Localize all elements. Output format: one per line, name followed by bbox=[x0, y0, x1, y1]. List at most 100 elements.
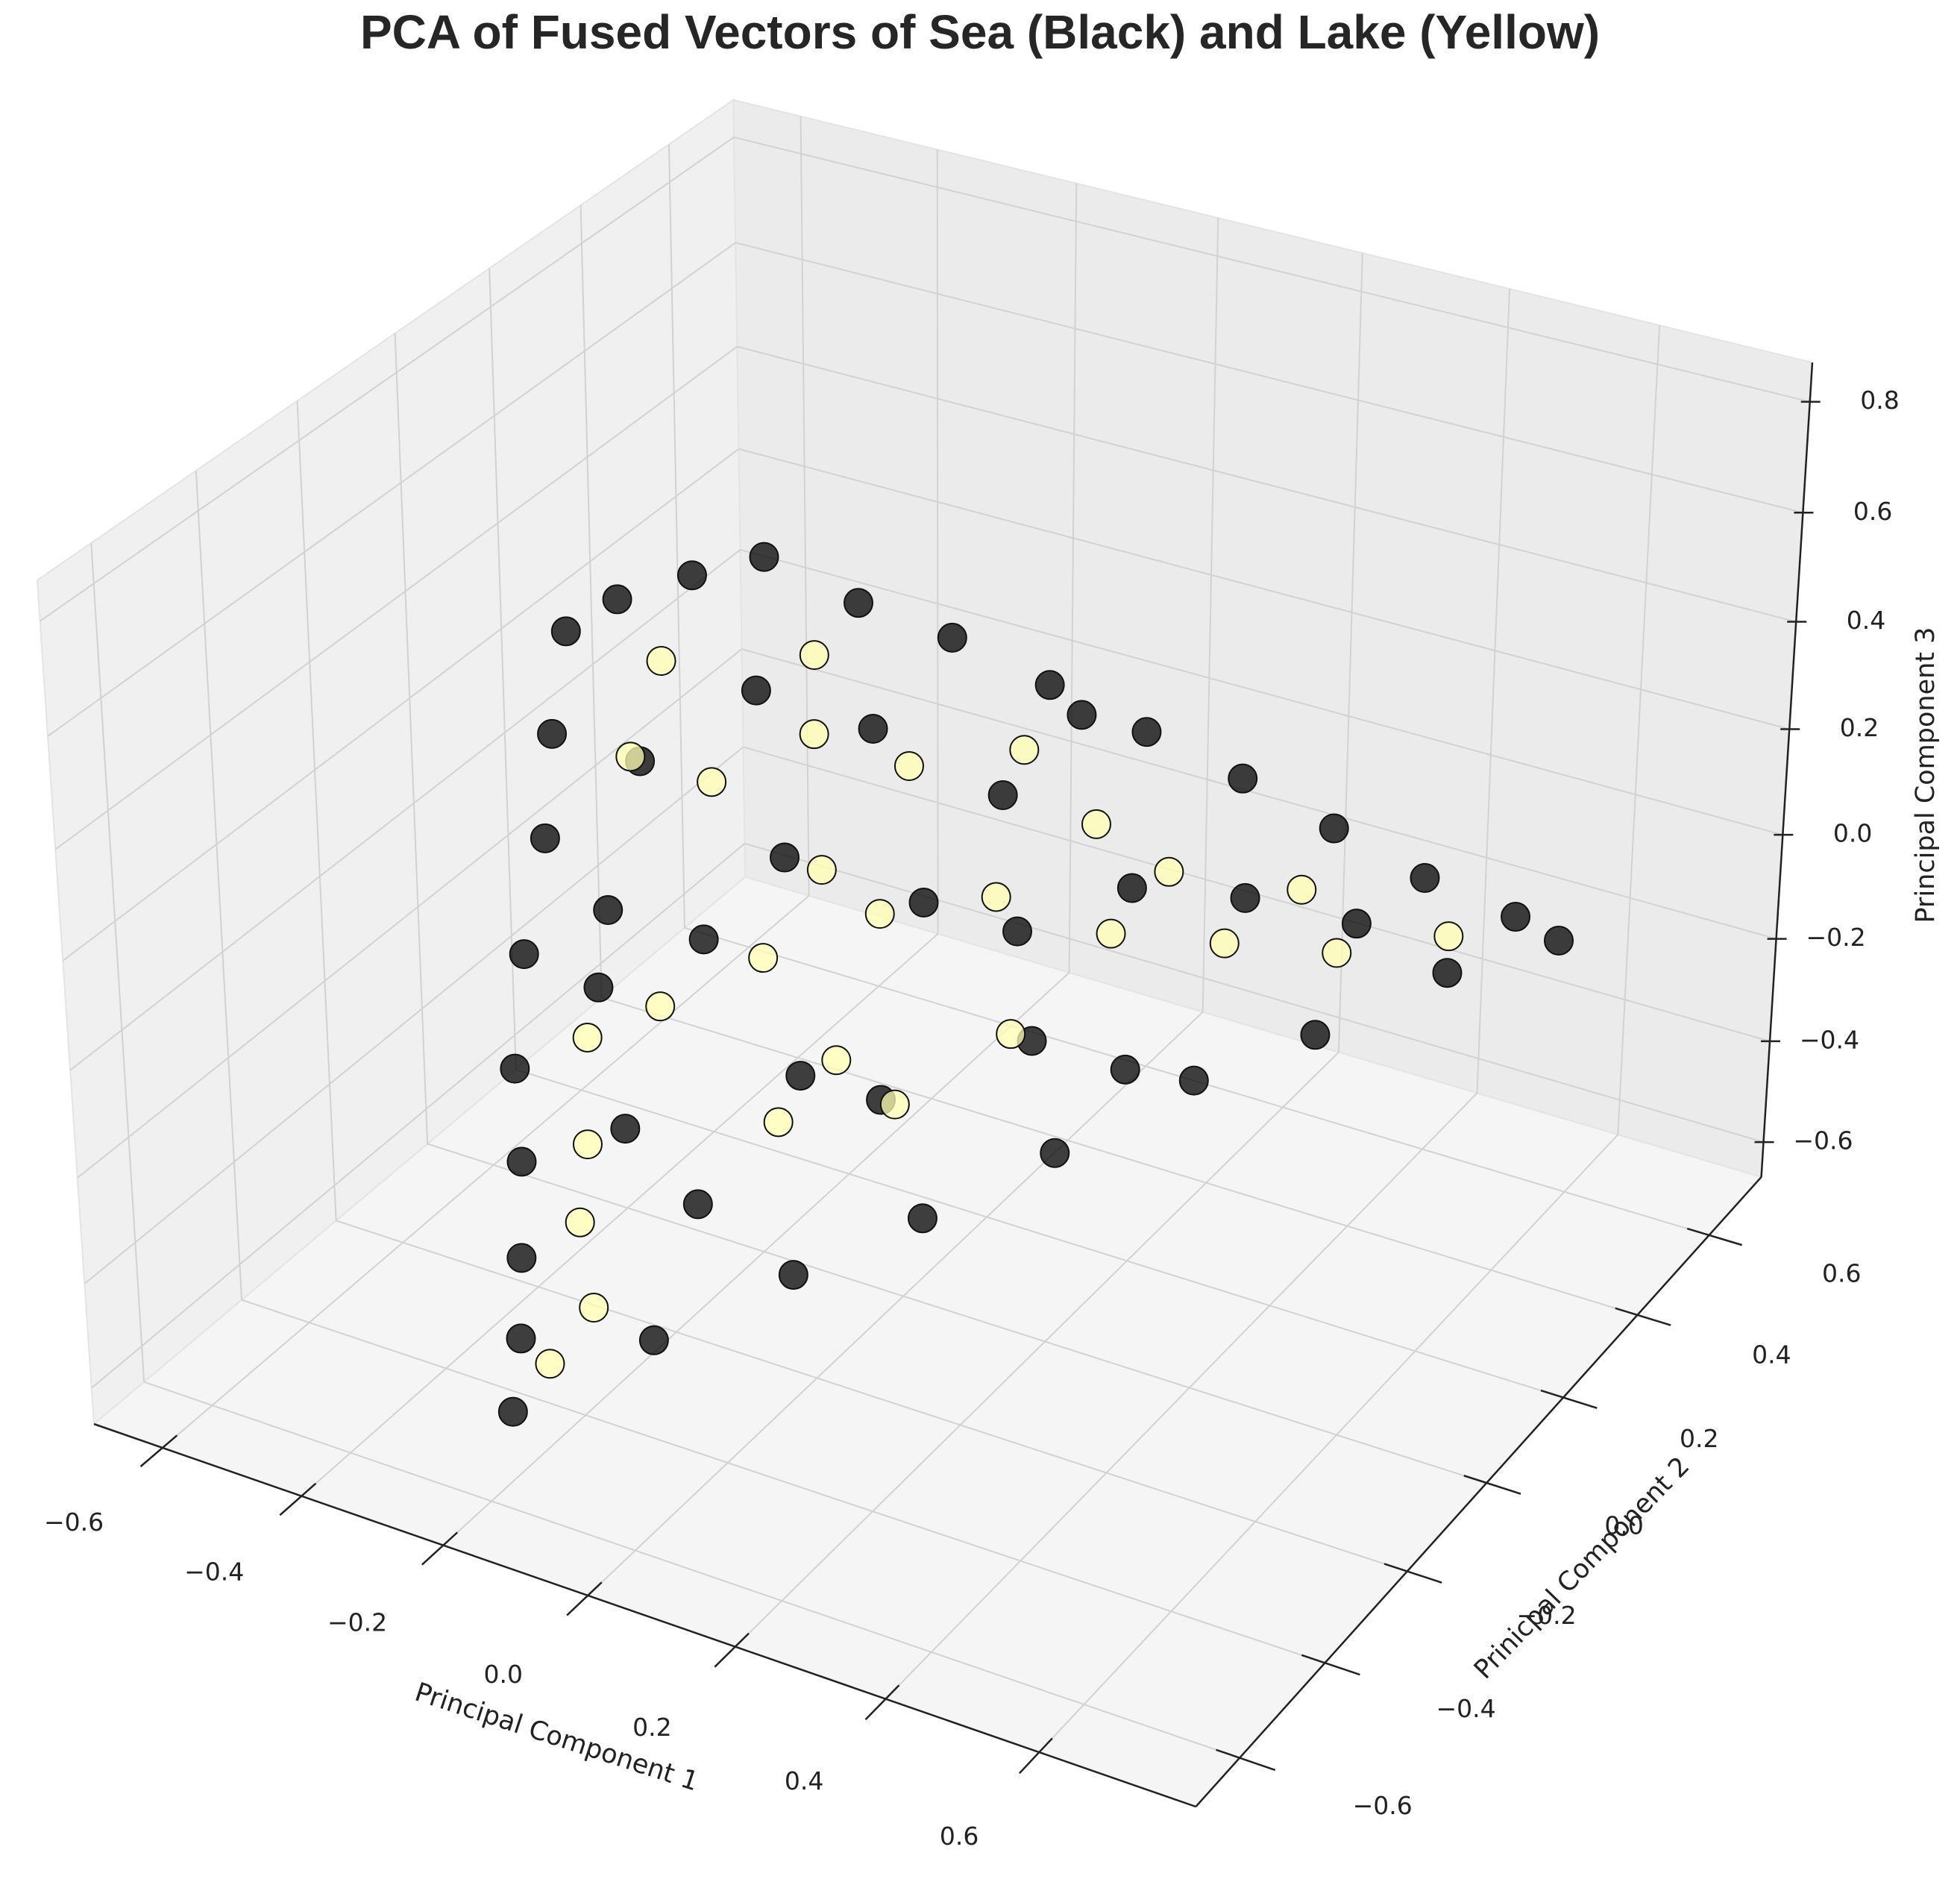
scatter-point bbox=[565, 1207, 595, 1237]
y-axis-label: Prinicpal Component 2 bbox=[1469, 1452, 1695, 1685]
scatter-point bbox=[799, 640, 829, 671]
y-tick-label: 0.0 bbox=[1604, 1511, 1643, 1540]
scatter-point bbox=[1410, 863, 1440, 894]
grid-line bbox=[62, 448, 740, 962]
x-tick-label: −0.2 bbox=[327, 1608, 387, 1637]
grid-line bbox=[601, 997, 1638, 1316]
scatter-point bbox=[987, 779, 1018, 810]
scatter-point bbox=[893, 750, 924, 781]
grid-line bbox=[143, 1381, 1240, 1759]
y-tick bbox=[1216, 1748, 1276, 1772]
scatter-point bbox=[645, 991, 676, 1022]
y-tick-label: −0.2 bbox=[1516, 1601, 1576, 1630]
scatter-point bbox=[748, 943, 779, 973]
scatter-point bbox=[741, 675, 771, 706]
scatter-point bbox=[785, 1061, 816, 1091]
scatter-point bbox=[1034, 670, 1065, 700]
scatter-point bbox=[1110, 1054, 1140, 1085]
scatter-point bbox=[821, 1045, 852, 1076]
y-tick bbox=[1686, 1227, 1743, 1246]
z-tick-label: 0.8 bbox=[1860, 386, 1899, 415]
scatter-point bbox=[908, 887, 939, 917]
scatter-point bbox=[1096, 918, 1126, 949]
scatter-point bbox=[1009, 735, 1040, 765]
scatter-point bbox=[1230, 882, 1260, 913]
axes: −0.6 −0.4 −0.2 0.0 0.2 0.4 0.6 −0.6 −0.4 −0.2 0.0 0… bbox=[44, 362, 1900, 1851]
scatter-point bbox=[763, 1107, 794, 1138]
grid-line bbox=[1038, 1134, 1619, 1753]
x-tick-label: 0.4 bbox=[785, 1766, 823, 1795]
scatter-point bbox=[638, 1325, 669, 1355]
scatter-point bbox=[1131, 717, 1162, 747]
z-tick-label: 0.2 bbox=[1840, 713, 1879, 742]
scatter-point bbox=[749, 542, 779, 572]
z-tick-label: 0.6 bbox=[1853, 497, 1892, 526]
y-tick-label: 0.6 bbox=[1822, 1259, 1861, 1288]
x-tick-label: 0.2 bbox=[632, 1713, 671, 1742]
scatter-point bbox=[602, 584, 632, 615]
z-tick-label: −0.6 bbox=[1793, 1126, 1853, 1155]
grid-line bbox=[84, 746, 744, 1284]
z-tick-label: 0.0 bbox=[1833, 819, 1872, 848]
scatter-point bbox=[530, 823, 560, 853]
scatter-point bbox=[778, 1260, 808, 1290]
y-tick-label: −0.6 bbox=[1353, 1791, 1413, 1820]
grid-line bbox=[733, 137, 1810, 403]
grid-line bbox=[741, 648, 1777, 940]
scatter-point bbox=[593, 895, 624, 926]
scatter-point bbox=[1178, 1065, 1209, 1096]
scatter-point bbox=[981, 882, 1011, 912]
scatter-point bbox=[610, 1114, 641, 1144]
scatter-point bbox=[937, 622, 967, 653]
scatter-point bbox=[1002, 916, 1033, 947]
scatter-point bbox=[806, 855, 837, 885]
x-tick-label: 0.0 bbox=[483, 1660, 522, 1689]
grid-line bbox=[40, 137, 735, 622]
scatter-point bbox=[1228, 763, 1258, 794]
scatter-point bbox=[1081, 809, 1111, 839]
scatter-point bbox=[1432, 958, 1463, 988]
grid-line bbox=[740, 549, 1783, 836]
x-axis-line bbox=[93, 1422, 1196, 1808]
grid-line bbox=[515, 1068, 1564, 1399]
x-tick bbox=[714, 1632, 750, 1668]
z-tick-label: −0.4 bbox=[1800, 1025, 1859, 1054]
grid-line bbox=[885, 1092, 1478, 1700]
y-axis-line bbox=[1195, 1176, 1762, 1807]
grid-line bbox=[91, 843, 746, 1389]
grid-line bbox=[162, 895, 810, 1449]
scatter-point bbox=[1501, 902, 1531, 932]
scatter-point bbox=[583, 972, 614, 1003]
scatter-point bbox=[1322, 938, 1352, 968]
scatter-point bbox=[509, 939, 539, 970]
scatter-point bbox=[572, 1022, 603, 1053]
y-tick bbox=[1540, 1389, 1598, 1409]
scatter-point bbox=[579, 1292, 609, 1323]
scatter-point bbox=[537, 718, 568, 749]
scatter-point bbox=[1116, 873, 1147, 903]
scatter-point bbox=[506, 1243, 537, 1273]
grid-line bbox=[47, 242, 736, 737]
scatter-point bbox=[572, 1129, 603, 1160]
y-tick bbox=[1615, 1307, 1671, 1326]
x-tick-label: −0.4 bbox=[184, 1558, 244, 1587]
grid-line bbox=[241, 1299, 1325, 1664]
scatter-point bbox=[770, 842, 800, 873]
scatter-point bbox=[676, 560, 707, 591]
x-tick bbox=[566, 1581, 603, 1616]
scatter-point bbox=[1319, 813, 1349, 844]
scatter-point bbox=[615, 741, 646, 772]
scatter-point bbox=[799, 719, 829, 750]
x-tick bbox=[139, 1434, 178, 1467]
x-tick bbox=[279, 1482, 317, 1516]
grid-line bbox=[54, 345, 738, 850]
marks bbox=[497, 542, 1574, 1427]
scatter-point bbox=[497, 1396, 528, 1427]
y-tick-label: 0.4 bbox=[1752, 1340, 1791, 1369]
grid-line bbox=[735, 1051, 1339, 1648]
x-tick-label: −0.6 bbox=[44, 1508, 104, 1537]
panes bbox=[36, 98, 1814, 1808]
grid-line bbox=[936, 149, 939, 934]
y-tick-label: −0.4 bbox=[1436, 1694, 1496, 1723]
